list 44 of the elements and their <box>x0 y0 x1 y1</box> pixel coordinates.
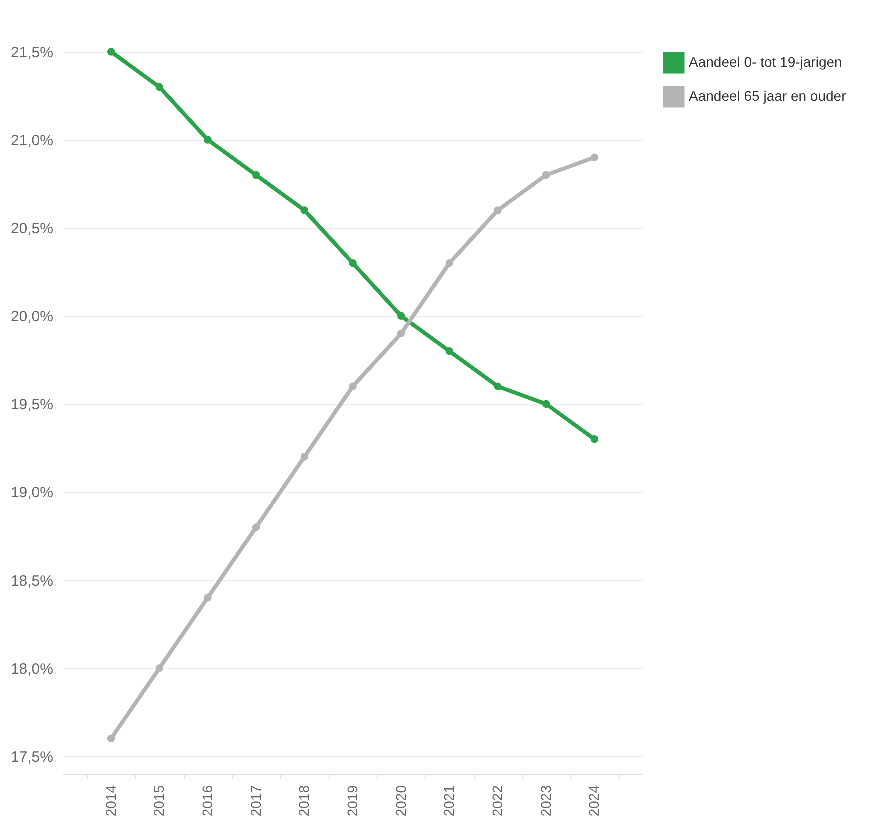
point <box>494 206 502 214</box>
point <box>204 136 212 144</box>
point <box>252 524 260 532</box>
y-tick-label: 18,0% <box>10 660 54 678</box>
y-tick-label: 18,5% <box>10 572 54 590</box>
x-tick-label: 2014 <box>102 785 119 817</box>
x-tick-label: 2018 <box>296 785 312 817</box>
point <box>542 400 550 408</box>
x-tick-label: 2015 <box>151 785 168 817</box>
point <box>156 664 164 672</box>
point <box>107 48 116 56</box>
point <box>590 436 599 444</box>
y-tick-label: 19,5% <box>10 396 54 414</box>
point <box>349 259 357 268</box>
point <box>300 206 309 214</box>
point <box>446 348 454 356</box>
y-tick-label: 17,5% <box>10 748 54 766</box>
x-tick-label: 2023 <box>538 785 554 817</box>
x-tick-label: 2019 <box>344 785 360 817</box>
x-tick-label: 2022 <box>490 785 506 817</box>
point <box>156 83 164 92</box>
y-tick-label: 20,0% <box>10 308 54 326</box>
point <box>397 312 406 320</box>
point <box>300 453 309 461</box>
y-tick-label: 21,5% <box>10 44 54 62</box>
legend-label: Aandeel 65 jaar en ouder <box>689 88 847 104</box>
point <box>107 734 116 743</box>
point <box>494 382 502 390</box>
x-tick-label: 2016 <box>200 785 216 817</box>
point <box>252 171 260 180</box>
y-tick-label: 21,0% <box>10 132 54 150</box>
point <box>204 594 212 602</box>
point <box>590 154 599 162</box>
y-tick-label: 20,5% <box>10 220 54 238</box>
legend-label: Aandeel 0- tot 19-jarigen <box>689 54 842 70</box>
x-tick-label: 2017 <box>248 785 264 817</box>
point <box>349 382 357 390</box>
y-tick-label: 19,0% <box>10 484 54 502</box>
x-tick-label: 2021 <box>441 785 458 817</box>
point <box>542 171 550 180</box>
point <box>397 330 406 338</box>
x-tick-label: 2020 <box>392 785 409 817</box>
x-tick-label: 2024 <box>586 785 602 817</box>
point <box>446 259 454 268</box>
